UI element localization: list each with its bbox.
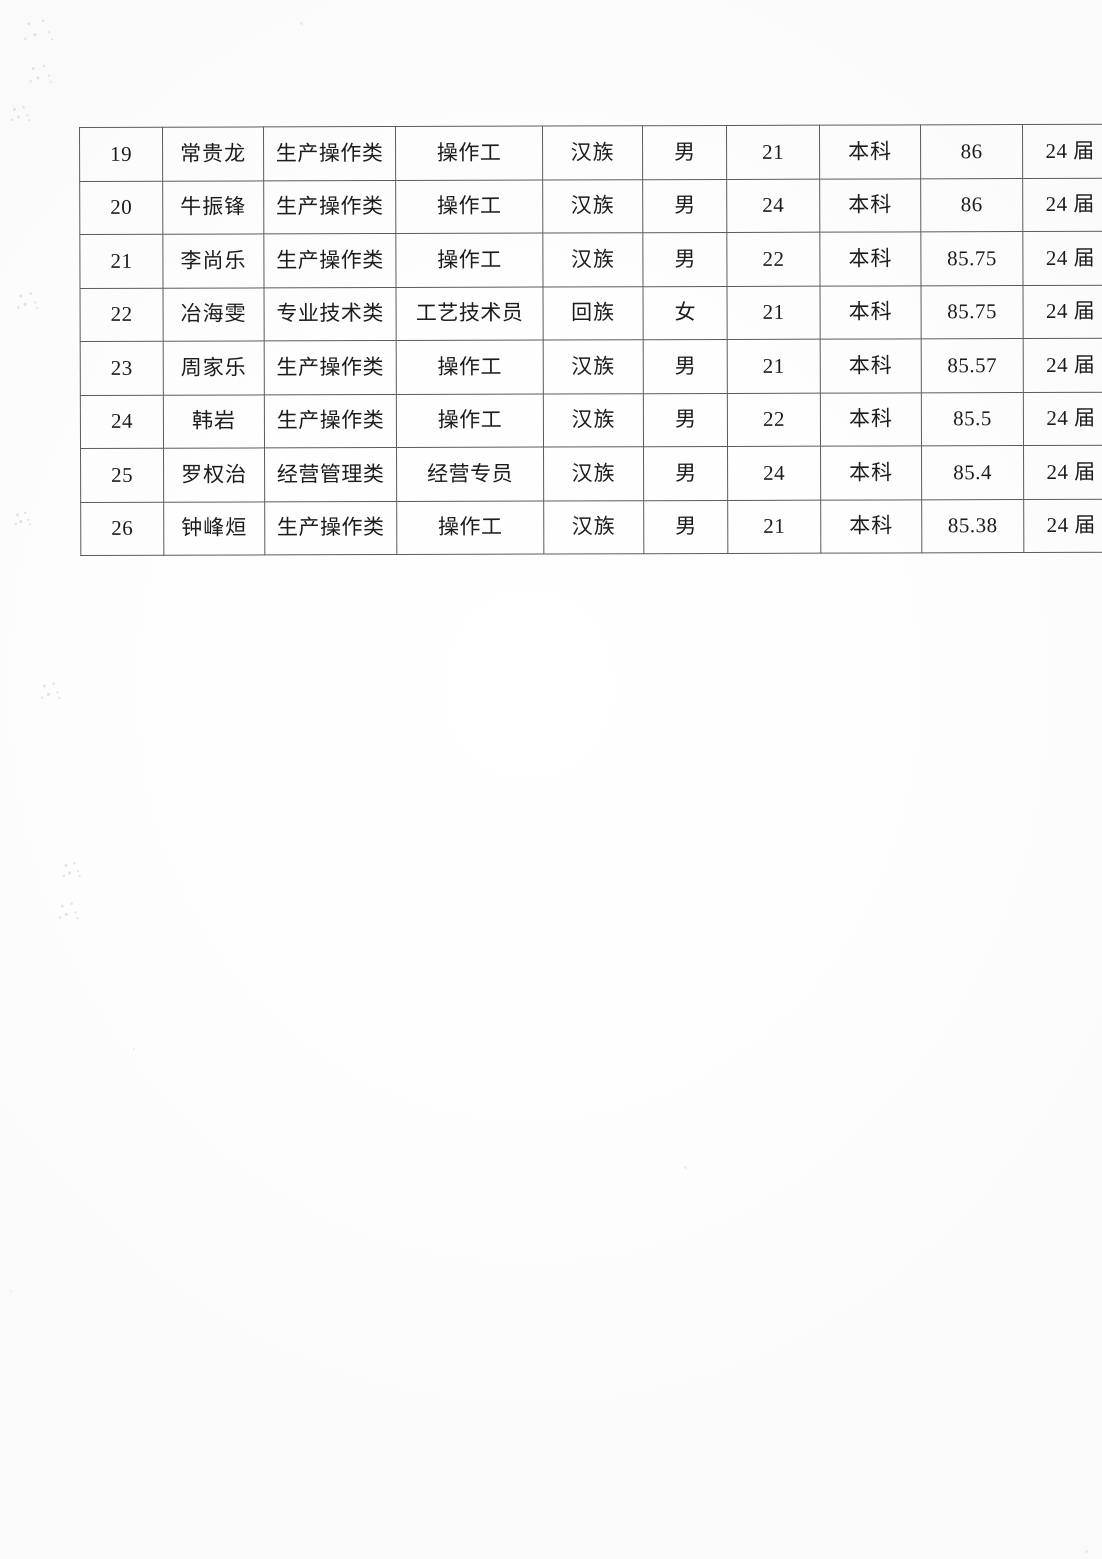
cell-serial-number: 22: [80, 287, 164, 342]
cell-candidate-name: 李尚乐: [162, 233, 265, 288]
cell-score: 85.57: [921, 338, 1024, 393]
table-row: 23 周家乐 生产操作类 操作工 汉族 男 21 本科 85.57 24 届: [80, 338, 1102, 395]
table-row: 25 罗权治 经营管理类 经营专员 汉族 男 24 本科 85.4 24 届: [80, 445, 1102, 502]
cell-score: 86: [920, 124, 1023, 179]
cell-age: 21: [727, 285, 821, 340]
cell-candidate-name: 牛振锋: [162, 180, 264, 235]
cell-graduation-year: 24 届: [1023, 284, 1102, 339]
cell-score: 85.75: [920, 231, 1024, 286]
cell-job-category: 生产操作类: [263, 126, 396, 181]
cell-job-category: 生产操作类: [264, 394, 397, 448]
cell-serial-number: 26: [80, 501, 164, 556]
cell-ethnicity: 汉族: [543, 393, 644, 448]
cell-position-title: 操作工: [395, 126, 543, 181]
cell-candidate-name: 罗权治: [163, 447, 265, 502]
table-container: 19 常贵龙 生产操作类 操作工 汉族 男 21 本科 86 24 届 20 牛…: [79, 124, 1102, 556]
cell-age: 22: [727, 392, 821, 447]
cell-ethnicity: 回族: [543, 286, 644, 341]
cell-age: 24: [727, 446, 821, 500]
cell-position-title: 操作工: [396, 500, 544, 555]
cell-gender: 男: [643, 446, 728, 501]
cell-gender: 男: [643, 499, 728, 554]
cell-ethnicity: 汉族: [542, 232, 644, 287]
cell-job-category: 生产操作类: [264, 501, 397, 555]
table-row: 19 常贵龙 生产操作类 操作工 汉族 男 21 本科 86 24 届: [79, 124, 1102, 181]
cell-candidate-name: 钟峰烜: [163, 501, 265, 556]
cell-gender: 男: [642, 178, 727, 233]
cell-education-level: 本科: [820, 499, 922, 554]
cell-gender: 男: [642, 232, 728, 287]
cell-candidate-name: 韩岩: [163, 394, 265, 449]
table-body: 19 常贵龙 生产操作类 操作工 汉族 男 21 本科 86 24 届 20 牛…: [79, 124, 1102, 556]
cell-ethnicity: 汉族: [543, 446, 644, 501]
cell-candidate-name: 周家乐: [163, 340, 265, 395]
cell-serial-number: 21: [79, 234, 164, 288]
cell-job-category: 生产操作类: [264, 340, 397, 395]
cell-graduation-year: 24 届: [1022, 177, 1102, 232]
cell-serial-number: 25: [80, 448, 164, 502]
cell-graduation-year: 24 届: [1023, 391, 1102, 446]
cell-age: 21: [727, 339, 821, 393]
cell-gender: 女: [643, 285, 728, 340]
cell-candidate-name: 常贵龙: [162, 126, 264, 181]
cell-score: 85.4: [921, 445, 1024, 500]
cell-education-level: 本科: [820, 285, 922, 340]
cell-gender: 男: [642, 125, 727, 180]
cell-age: 21: [726, 125, 820, 179]
cell-education-level: 本科: [819, 124, 921, 179]
cell-job-category: 生产操作类: [263, 180, 396, 234]
cell-serial-number: 24: [80, 394, 164, 449]
candidate-roster-table: 19 常贵龙 生产操作类 操作工 汉族 男 21 本科 86 24 届 20 牛…: [79, 124, 1102, 556]
cell-gender: 男: [643, 339, 728, 394]
cell-score: 86: [920, 178, 1023, 232]
cell-education-level: 本科: [820, 392, 922, 447]
cell-score: 85.38: [921, 499, 1024, 553]
cell-job-category: 生产操作类: [263, 233, 397, 288]
cell-ethnicity: 汉族: [543, 500, 644, 555]
cell-graduation-year: 24 届: [1023, 498, 1102, 553]
cell-serial-number: 19: [79, 127, 163, 181]
cell-ethnicity: 汉族: [543, 339, 644, 394]
table-row: 24 韩岩 生产操作类 操作工 汉族 男 22 本科 85.5 24 届: [80, 391, 1102, 449]
cell-age: 24: [726, 178, 820, 233]
cell-position-title: 操作工: [395, 179, 543, 234]
cell-ethnicity: 汉族: [542, 179, 643, 234]
cell-age: 21: [727, 499, 821, 554]
cell-position-title: 操作工: [396, 340, 544, 395]
cell-score: 85.75: [921, 285, 1024, 339]
cell-education-level: 本科: [820, 445, 922, 500]
cell-education-level: 本科: [819, 178, 921, 233]
cell-graduation-year: 24 届: [1023, 338, 1102, 393]
cell-age: 22: [726, 232, 821, 286]
cell-gender: 男: [643, 392, 728, 447]
table-row: 22 冶海雯 专业技术类 工艺技术员 回族 女 21 本科 85.75 24 届: [80, 284, 1102, 342]
cell-position-title: 操作工: [395, 233, 544, 288]
cell-serial-number: 20: [79, 180, 163, 235]
cell-job-category: 经营管理类: [264, 447, 397, 502]
cell-position-title: 操作工: [396, 393, 544, 448]
cell-graduation-year: 24 届: [1022, 124, 1102, 179]
cell-position-title: 经营专员: [396, 447, 544, 502]
cell-job-category: 专业技术类: [264, 287, 397, 341]
cell-education-level: 本科: [820, 338, 922, 393]
cell-graduation-year: 24 届: [1023, 445, 1102, 500]
cell-ethnicity: 汉族: [542, 125, 643, 180]
cell-position-title: 工艺技术员: [396, 286, 544, 341]
cell-graduation-year: 24 届: [1022, 231, 1102, 286]
table-row: 20 牛振锋 生产操作类 操作工 汉族 男 24 本科 86 24 届: [79, 177, 1102, 235]
cell-score: 85.5: [921, 392, 1024, 446]
table-row: 21 李尚乐 生产操作类 操作工 汉族 男 22 本科 85.75 24 届: [79, 231, 1102, 288]
cell-serial-number: 23: [80, 341, 164, 395]
cell-candidate-name: 冶海雯: [163, 287, 265, 342]
cell-education-level: 本科: [819, 231, 922, 286]
table-row: 26 钟峰烜 生产操作类 操作工 汉族 男 21 本科 85.38 24 届: [80, 498, 1102, 556]
